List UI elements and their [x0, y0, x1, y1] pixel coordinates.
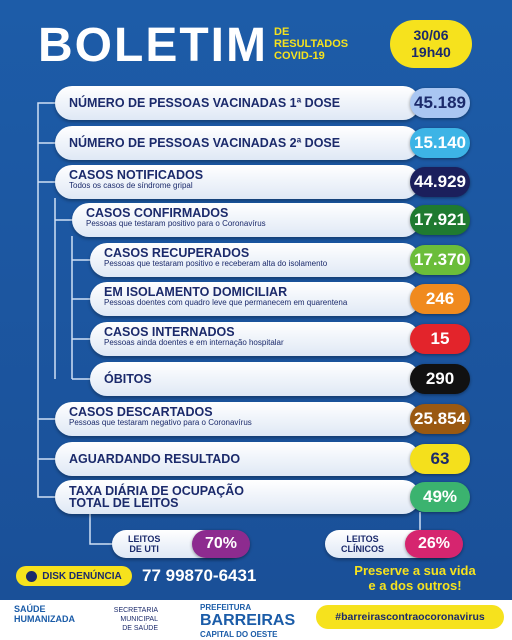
row-label: ÓBITOS — [104, 372, 152, 386]
row: TAXA DIÁRIA DE OCUPAÇÃO TOTAL DE LEITOS — [55, 480, 420, 514]
row-note: Todos os casos de síndrome gripal — [69, 181, 193, 190]
title: BOLETIM — [38, 19, 268, 72]
row-label: NÚMERO DE PESSOAS VACINADAS 1ª DOSE — [69, 96, 341, 110]
slogan-line: e a dos outros! — [368, 578, 462, 593]
prefeitura-line: PREFEITURA — [200, 603, 252, 612]
hotline-text: DISK DENÚNCIA — [42, 570, 122, 582]
row-label: CASOS DESCARTADOS — [69, 405, 213, 419]
row-value: 25.854 — [410, 404, 470, 434]
row-note: Pessoas doentes com quadro leve que perm… — [104, 298, 348, 307]
date: 30/06 — [413, 27, 449, 43]
row: NÚMERO DE PESSOAS VACINADAS 2ª DOSE — [55, 126, 420, 160]
bed-value: 70% — [192, 530, 250, 558]
row-label: EM ISOLAMENTO DOMICILIAR — [104, 285, 288, 299]
row-label: TAXA DIÁRIA DE OCUPAÇÃO TOTAL DE LEITOS — [69, 484, 244, 510]
prefeitura: PREFEITURA BARREIRAS CAPITAL DO OESTE — [200, 602, 295, 640]
bed-label-line: CLÍNICOS — [341, 544, 385, 554]
row-label: CASOS CONFIRMADOS — [86, 206, 229, 220]
row: ÓBITOS — [90, 362, 420, 396]
subtitle-line: COVID-19 — [274, 50, 325, 62]
time: 19h40 — [411, 44, 451, 60]
row-label: CASOS RECUPERADOS — [104, 246, 250, 260]
row: CASOS RECUPERADOS Pessoas que testaram po… — [90, 243, 420, 277]
date-badge: 30/06 19h40 — [390, 20, 472, 68]
row: CASOS DESCARTADOS Pessoas que testaram ne… — [55, 402, 420, 436]
prefeitura-line: CAPITAL DO OESTE — [200, 630, 278, 639]
subtitle-line: RESULTADOS — [274, 38, 349, 50]
bed-label: LEITOS CLÍNICOS — [341, 534, 384, 554]
row-label-line: TAXA DIÁRIA DE OCUPAÇÃO — [69, 484, 244, 498]
row-note: Pessoas que testaram negativo para o Cor… — [69, 418, 252, 427]
row-value: 15.140 — [410, 128, 470, 158]
row-label: CASOS NOTIFICADOS — [69, 168, 204, 182]
row-note: Pessoas que testaram positivo para o Cor… — [86, 219, 266, 228]
row-label-line: TOTAL DE LEITOS — [69, 496, 179, 510]
hashtag: #barreirascontraocoronavirus — [316, 605, 504, 629]
bed-label-line: LEITOS — [346, 534, 379, 544]
row: CASOS INTERNADOS Pessoas ainda doentes e … — [90, 322, 420, 356]
row-value: 15 — [410, 324, 470, 354]
slogan-line: Preserve a sua vida — [354, 563, 476, 578]
row-value: 44.929 — [410, 167, 470, 197]
row-value: 246 — [410, 284, 470, 314]
subtitle: DE RESULTADOS COVID-19 — [274, 26, 348, 62]
secretaria-line: DE SAÚDE — [122, 625, 158, 632]
secretaria: SECRETARIA MUNICIPAL DE SAÚDE — [78, 606, 158, 633]
row: NÚMERO DE PESSOAS VACINADAS 1ª DOSE — [55, 86, 420, 120]
row-label: AGUARDANDO RESULTADO — [69, 452, 241, 466]
row: CASOS CONFIRMADOS Pessoas que testaram po… — [72, 203, 420, 237]
phone: 77 99870-6431 — [142, 566, 257, 585]
prefeitura-line: BARREIRAS — [200, 612, 296, 629]
hotline-label: DISK DENÚNCIA — [16, 566, 132, 586]
logo-saude: SAÚDE HUMANIZADA — [14, 604, 75, 624]
row-label: CASOS INTERNADOS — [104, 325, 235, 339]
row-value: 17.370 — [410, 245, 470, 275]
row-label: NÚMERO DE PESSOAS VACINADAS 2ª DOSE — [69, 136, 341, 150]
row-value: 290 — [410, 364, 470, 394]
row: AGUARDANDO RESULTADO — [55, 442, 420, 476]
row-value: 45.189 — [410, 88, 470, 118]
row-value: 49% — [410, 482, 470, 512]
subtitle-line: DE — [274, 26, 290, 38]
slogan: Preserve a sua vida e a dos outros! — [330, 563, 500, 593]
row: EM ISOLAMENTO DOMICILIAR Pessoas doentes … — [90, 282, 420, 316]
row-note: Pessoas ainda doentes e em internação ho… — [104, 338, 284, 347]
bed-label: LEITOS DE UTI — [128, 534, 160, 554]
row-value: 63 — [410, 444, 470, 474]
bed-value: 26% — [405, 530, 463, 558]
bed-label-line: DE UTI — [129, 544, 159, 554]
row: CASOS NOTIFICADOS Todos os casos de síndr… — [55, 165, 420, 199]
row-note: Pessoas que testaram positivo e recebera… — [104, 259, 328, 268]
secretaria-line: SECRETARIA MUNICIPAL — [113, 607, 158, 623]
row-value: 17.921 — [410, 205, 470, 235]
bed-label-line: LEITOS — [128, 534, 161, 544]
logo-line: HUMANIZADA — [14, 614, 75, 624]
logo-line: SAÚDE — [14, 604, 46, 614]
